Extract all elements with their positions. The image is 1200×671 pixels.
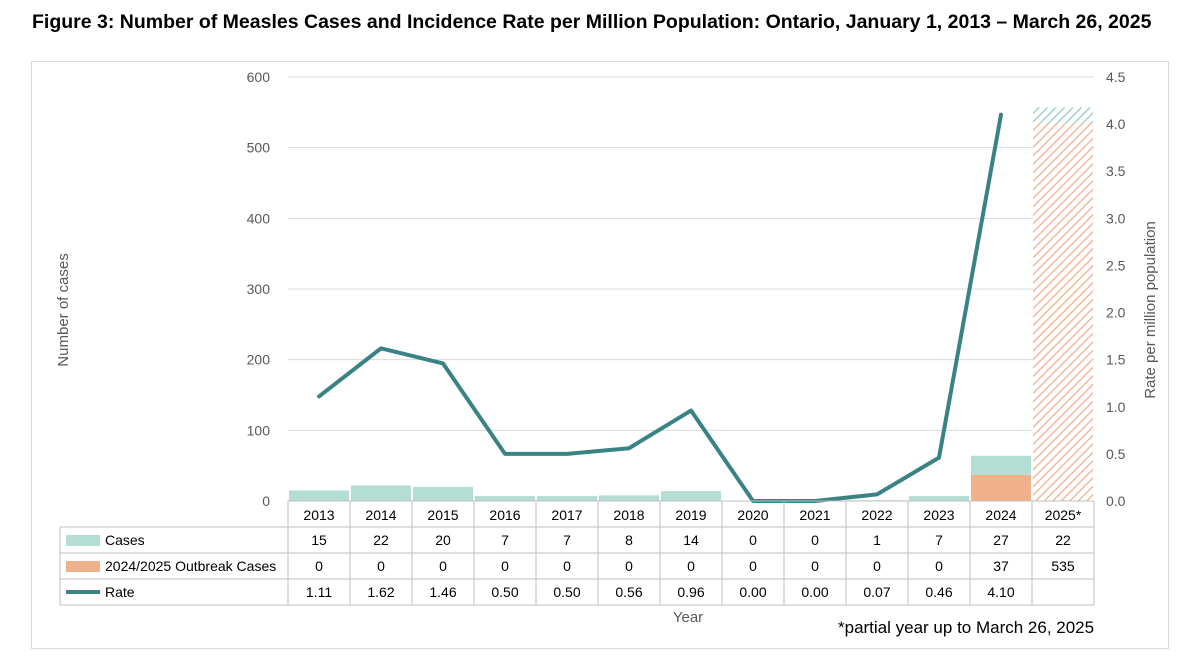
table-cell-value: 0 — [811, 558, 819, 574]
y-tick-label: 100 — [247, 422, 271, 438]
bar-cases-2025 — [1033, 107, 1093, 123]
rate-line-layer — [317, 112, 1003, 503]
category-label: 2023 — [923, 507, 954, 523]
row-label: Rate — [105, 584, 135, 600]
table-cell-value: 0 — [811, 532, 819, 548]
table-cell-value: 0 — [625, 558, 633, 574]
y-tick-label: 500 — [247, 140, 271, 156]
bar-cases-2013 — [289, 490, 349, 501]
y-tick-label: 0 — [262, 493, 270, 509]
category-label: 2018 — [613, 507, 644, 523]
category-label: 2013 — [303, 507, 334, 523]
gridlines — [288, 76, 1094, 431]
y2-tick-label: 4.5 — [1106, 69, 1126, 85]
table-cell-value: 0 — [501, 558, 509, 574]
table-cell-value: 0.50 — [553, 584, 580, 600]
table-cell-value: 37 — [993, 558, 1009, 574]
table-cell-value: 22 — [1055, 532, 1071, 548]
rate-line — [317, 112, 1003, 503]
table-cell-value: 7 — [935, 532, 943, 548]
table-cell-value: 4.10 — [987, 584, 1014, 600]
table-cell-value: 15 — [311, 532, 327, 548]
table-cell-value: 0 — [749, 532, 757, 548]
category-label: 2014 — [365, 507, 396, 523]
category-label: 2017 — [551, 507, 582, 523]
table-cell-value: 535 — [1051, 558, 1075, 574]
row-label: Cases — [105, 532, 145, 548]
table-cell-value: 8 — [625, 532, 633, 548]
bar-cases-2023 — [909, 496, 969, 501]
y-tick-label: 200 — [247, 352, 271, 368]
y-tick-label: 300 — [247, 281, 271, 297]
table-cell-value: 0 — [439, 558, 447, 574]
table-cell-value: 1.11 — [306, 584, 332, 600]
table-cell-value: 27 — [993, 532, 1009, 548]
chart-title: Figure 3: Number of Measles Cases and In… — [32, 11, 1152, 33]
y2-tick-label: 2.0 — [1106, 305, 1126, 321]
table-cell-value: 0.46 — [925, 584, 952, 600]
y2-tick-label: 0.5 — [1106, 446, 1126, 462]
table-cell-value: 22 — [373, 532, 389, 548]
y2-tick-label: 2.5 — [1106, 257, 1126, 273]
table-cell-value: 14 — [683, 532, 699, 548]
table-cell-value: 0 — [749, 558, 757, 574]
y-tick-label: 400 — [247, 210, 271, 226]
axes: 01002003004005006000.00.51.01.52.02.53.0… — [55, 69, 1159, 626]
bar-cases-2016 — [475, 496, 535, 501]
y-axis-title: Number of cases — [55, 253, 72, 366]
row-label: 2024/2025 Outbreak Cases — [105, 558, 276, 574]
legend-key-cases — [66, 535, 100, 546]
table-cell-value: 0.50 — [491, 584, 518, 600]
table-cell-value: 0.56 — [615, 584, 642, 600]
category-label: 2025* — [1045, 507, 1082, 523]
y2-tick-label: 1.0 — [1106, 399, 1126, 415]
table-cell-value: 1 — [873, 532, 881, 548]
bar-cases-2024 — [971, 455, 1031, 475]
table-cell-value: 7 — [501, 532, 509, 548]
bar-outbreak-2025 — [1033, 122, 1093, 501]
table-cell-value: 0 — [563, 558, 571, 574]
bar-cases-2015 — [413, 486, 473, 501]
table-cell-value: 0 — [315, 558, 323, 574]
y2-tick-label: 1.5 — [1106, 352, 1126, 368]
y2-tick-label: 3.0 — [1106, 210, 1126, 226]
table-cell-value: 20 — [435, 532, 451, 548]
y2-axis-title: Rate per million population — [1142, 221, 1159, 399]
bar-cases-2018 — [599, 495, 659, 501]
y2-tick-label: 0.0 — [1106, 493, 1126, 509]
category-label: 2022 — [861, 507, 892, 523]
table-cell-value: 1.62 — [367, 584, 394, 600]
category-label: 2016 — [489, 507, 520, 523]
table-cell-value: 0.96 — [677, 584, 704, 600]
table-cell-value: 0.00 — [739, 584, 766, 600]
x-axis-title: Year — [673, 609, 703, 626]
category-label: 2015 — [427, 507, 458, 523]
footnote: *partial year up to March 26, 2025 — [838, 618, 1095, 637]
table-cell-value: 7 — [563, 532, 571, 548]
category-label: 2021 — [799, 507, 830, 523]
bars — [289, 107, 1093, 501]
data-table: 2013 2014 2015 2016 2017 2018 2019 2020 2021 2022… — [59, 500, 1095, 606]
y2-tick-label: 4.0 — [1106, 116, 1126, 132]
table-cell-value: 0 — [377, 558, 385, 574]
bar-cases-2014 — [351, 485, 411, 501]
table-cell-value: 0.07 — [863, 584, 890, 600]
legend-key-outbreak — [66, 561, 100, 572]
table-cell-value: 0 — [687, 558, 695, 574]
category-label: 2024 — [985, 507, 1016, 523]
category-label: 2019 — [675, 507, 706, 523]
table-cell-value: 0 — [873, 558, 881, 574]
chart-frame — [31, 61, 1169, 649]
category-label: 2020 — [737, 507, 768, 523]
table-cell-value: 0.00 — [801, 584, 828, 600]
table-cell-value: 1.46 — [429, 584, 456, 600]
table-cell-value: 0 — [935, 558, 943, 574]
bar-cases-2019 — [661, 491, 721, 501]
bar-cases-2017 — [537, 496, 597, 501]
y2-tick-label: 3.5 — [1106, 163, 1126, 179]
y-tick-label: 600 — [247, 69, 271, 85]
bar-outbreak-2024 — [971, 474, 1031, 501]
